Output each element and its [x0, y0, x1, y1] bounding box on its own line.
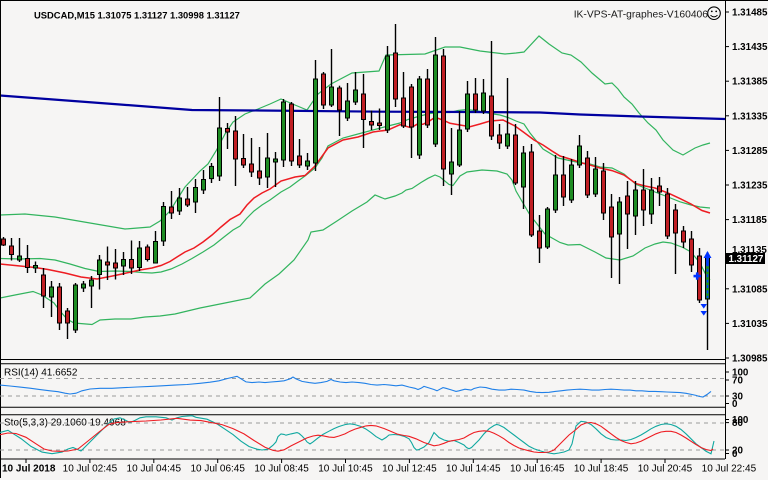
svg-text:10 Jul 06:45: 10 Jul 06:45 [190, 464, 245, 475]
svg-text:0: 0 [732, 399, 738, 410]
svg-text:USDCAD,M15 1.31075 1.31127 1.: USDCAD,M15 1.31075 1.31127 1.30998 1.311… [34, 10, 240, 21]
svg-text:10 Jul 14:45: 10 Jul 14:45 [446, 464, 501, 475]
svg-text:1.31285: 1.31285 [732, 146, 768, 157]
svg-text:70: 70 [732, 376, 743, 387]
svg-text:80: 80 [732, 418, 743, 429]
svg-text:100: 100 [732, 368, 749, 379]
svg-text:1.31435: 1.31435 [732, 42, 768, 53]
svg-text:10 Jul 08:45: 10 Jul 08:45 [254, 464, 309, 475]
svg-text:10 Jul 22:45: 10 Jul 22:45 [702, 464, 757, 475]
svg-text:1.30985: 1.30985 [732, 354, 768, 365]
svg-text:1.31235: 1.31235 [732, 181, 768, 192]
svg-text:10 Jul 20:45: 10 Jul 20:45 [638, 464, 693, 475]
svg-text:10 Jul 2018: 10 Jul 2018 [2, 464, 56, 475]
svg-text:10 Jul 04:45: 10 Jul 04:45 [127, 464, 182, 475]
svg-text:10 Jul 16:45: 10 Jul 16:45 [510, 464, 565, 475]
svg-text:0: 0 [732, 449, 738, 460]
svg-text:100: 100 [732, 415, 749, 426]
svg-text:RSI(14) 41.6652: RSI(14) 41.6652 [4, 367, 78, 378]
svg-text:1.31127: 1.31127 [729, 254, 764, 265]
svg-text:30: 30 [732, 392, 743, 403]
svg-text:1.31085: 1.31085 [732, 284, 768, 295]
svg-text:1.31335: 1.31335 [732, 111, 768, 122]
svg-text:1.31035: 1.31035 [732, 319, 768, 330]
svg-text:1.31135: 1.31135 [732, 245, 767, 256]
svg-text:10 Jul 18:45: 10 Jul 18:45 [574, 464, 629, 475]
svg-text:IK-VPS-AT-graphes-V160406: IK-VPS-AT-graphes-V160406 [574, 10, 709, 21]
svg-text:1.31185: 1.31185 [732, 215, 767, 226]
svg-text:10 Jul 12:45: 10 Jul 12:45 [382, 464, 437, 475]
svg-text:1.31385: 1.31385 [732, 77, 768, 88]
svg-text:20: 20 [732, 446, 743, 457]
svg-text:1.31485: 1.31485 [732, 8, 768, 19]
svg-text:10 Jul 02:45: 10 Jul 02:45 [63, 464, 118, 475]
svg-text:10 Jul 10:45: 10 Jul 10:45 [318, 464, 373, 475]
